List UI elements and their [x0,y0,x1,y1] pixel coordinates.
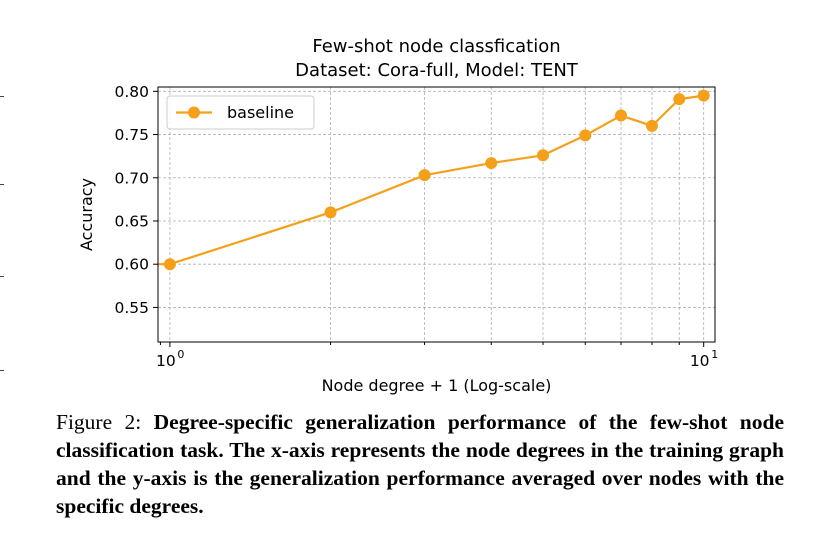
chart-title: Few-shot node classfication Dataset: Cora… [295,36,579,81]
page-edge-mark [0,370,4,371]
chart-title-line: Few-shot node classfication [312,36,560,57]
x-tick-label: 10 [690,352,710,370]
legend-box [166,95,315,130]
data-point [485,157,498,170]
chart-grid [158,87,715,342]
x-tick-label-exponent: 0 [177,348,184,361]
data-point [324,206,337,219]
y-tick-label: 0.60 [114,256,149,274]
data-point [163,258,176,271]
plot-area-frame [157,86,716,343]
x-axis-ticks: 10 0 10 1 [156,342,718,370]
y-tick-label: 0.55 [114,299,149,317]
y-tick-label: 0.70 [114,169,149,187]
legend-marker [188,106,200,119]
data-point [536,149,549,162]
y-axis-ticks: 0.55 0.60 0.65 0.70 0.75 0.80 [114,83,158,317]
data-point [615,109,628,122]
x-tick-label-exponent: 1 [711,348,718,361]
caption-text: Degree-specific generalization performan… [56,410,785,518]
page-edge-mark [0,184,4,185]
y-axis-label: Accuracy [77,178,96,251]
caption-label: Figure 2: [56,410,142,434]
series-baseline [158,89,710,271]
chart-title-line: Dataset: Cora-full, Model: TENT [295,60,579,81]
legend-label: baseline [227,103,294,122]
y-tick-label: 0.75 [114,126,149,144]
chart-series [158,89,710,271]
page-edge-mark [0,276,4,277]
x-tick-label: 10 [156,352,176,370]
figure-caption: Figure 2: Degree-specific generalization… [56,408,784,520]
x-axis-label: Node degree + 1 (Log-scale) [322,376,552,395]
chart-figure: Few-shot node classfication Dataset: Cora… [77,36,718,395]
data-point [418,169,431,182]
page-edge-mark [0,96,4,97]
y-tick-label: 0.65 [114,212,149,230]
y-tick-label: 0.80 [114,83,149,101]
data-point [673,93,686,106]
data-point [579,129,592,142]
data-point [697,89,710,102]
chart-legend: baseline [166,95,315,130]
data-point [645,119,658,132]
